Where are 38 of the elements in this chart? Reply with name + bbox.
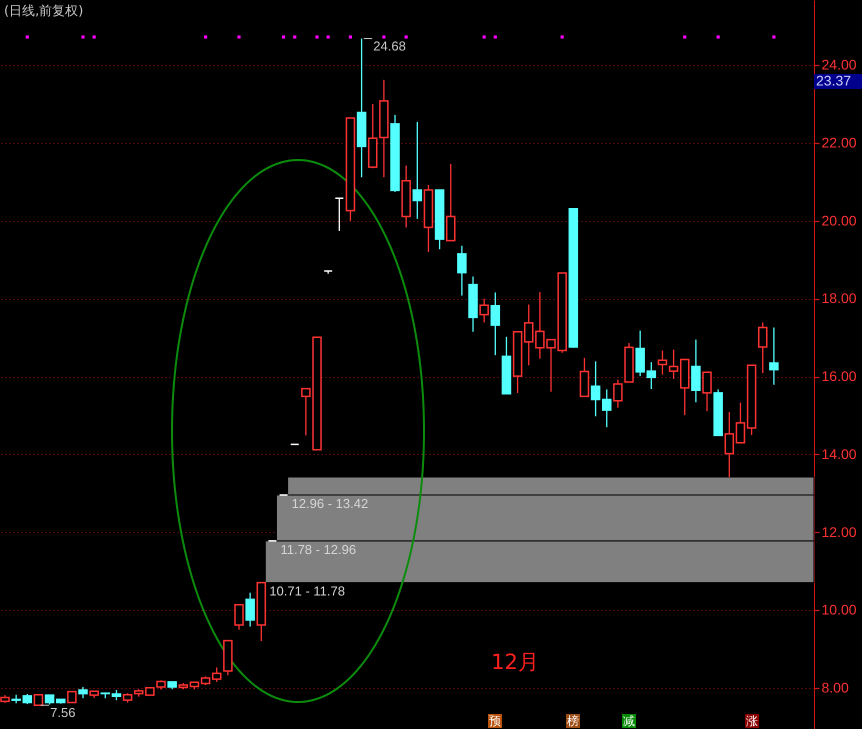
band-label: 10.71 - 11.78 xyxy=(269,584,345,599)
candlestick xyxy=(691,338,701,403)
candlestick xyxy=(412,121,422,220)
annotation: 减 xyxy=(623,714,635,728)
annotation: 12月 xyxy=(491,650,539,674)
y-tick-label: 14.00 xyxy=(822,446,857,462)
annotation: 24.68 xyxy=(373,38,406,54)
text: 23.37 xyxy=(816,72,852,88)
y-tick-label: 24.00 xyxy=(822,56,857,73)
candlestick xyxy=(334,197,344,232)
candlestick xyxy=(245,592,255,628)
candlestick xyxy=(758,322,768,374)
candlestick xyxy=(479,298,489,324)
y-tick-label: 22.00 xyxy=(822,134,857,150)
y-tick-label: 12.00 xyxy=(822,524,857,540)
candlestick xyxy=(702,370,712,412)
y-tick-label: 16.00 xyxy=(822,368,857,384)
y-tick-label: 8.00 xyxy=(822,680,849,696)
candlestick xyxy=(457,245,467,296)
y-tick-label: 20.00 xyxy=(822,212,857,228)
candlestick xyxy=(769,326,779,386)
candlestick xyxy=(301,388,311,436)
annotation: 预 xyxy=(489,714,501,728)
candlestick xyxy=(234,604,244,630)
chart-title: (日线,前复权) xyxy=(4,4,84,19)
y-tick-label: 10.00 xyxy=(822,602,857,618)
annotation: 涨 xyxy=(746,714,758,728)
candlestick xyxy=(34,694,44,706)
annotation: 7.56 xyxy=(50,705,76,720)
band-label: 11.78 - 12.96 xyxy=(280,542,356,557)
y-tick-label: 18.00 xyxy=(822,290,857,306)
annotation: 榜 xyxy=(567,714,579,728)
candlestick xyxy=(613,379,623,408)
candlestick xyxy=(658,350,668,376)
band-label: 12.96 - 13.42 xyxy=(292,496,368,511)
candlestick xyxy=(67,690,77,704)
candlestick xyxy=(490,292,500,356)
candlestick xyxy=(78,686,88,699)
